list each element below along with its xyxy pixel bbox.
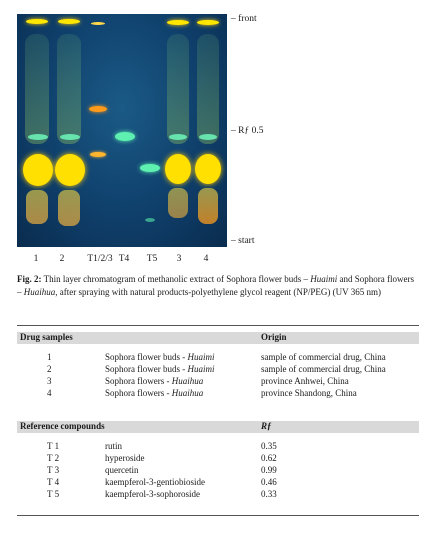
- caption-text-1: Thin layer chromatogram of methanolic ex…: [41, 274, 311, 284]
- ref-table-header-bg: [17, 421, 419, 433]
- drug-row-origin: sample of commercial drug, China: [261, 352, 386, 362]
- ref-row-rf: 0.46: [261, 477, 277, 487]
- ref-row-id: T 4: [47, 477, 60, 487]
- drug-row-num: 3: [47, 376, 52, 386]
- caption-text-3: , after spraying with natural products-p…: [55, 286, 382, 297]
- drug-row-origin: province Shandong, China: [261, 388, 357, 398]
- rf-header: Rƒ: [261, 421, 272, 431]
- tlc-figure: [17, 14, 227, 247]
- lane-label-1: 1: [33, 254, 39, 264]
- drug-samples-header: Drug samples: [20, 332, 73, 342]
- drug-row-num: 1: [47, 352, 52, 362]
- figure-caption: Fig. 2: Thin layer chromatogram of metha…: [17, 273, 417, 298]
- lane-label-t5: T5: [146, 254, 158, 264]
- caption-text-2: and Sophora flowers –: [17, 274, 414, 297]
- caption-fig-label: Fig. 2:: [17, 274, 42, 284]
- ref-row-name: quercetin: [105, 465, 139, 475]
- lane-label-2: 2: [59, 254, 65, 264]
- drug-row-desc: Sophora flower buds - Huaimi: [105, 364, 215, 374]
- caption-italic-2: Huaihua: [23, 286, 56, 297]
- lane-label-t4: T4: [118, 254, 130, 264]
- drug-row-origin: sample of commercial drug, China: [261, 364, 386, 374]
- lane-label-4: 4: [203, 254, 209, 264]
- label-start: – start: [231, 236, 255, 246]
- ref-row-name: hyperoside: [105, 453, 145, 463]
- lane-2: [54, 14, 86, 247]
- ref-row-id: T 2: [47, 453, 60, 463]
- lane-t4: [113, 14, 137, 247]
- table-top-rule: [17, 325, 419, 326]
- lane-label-t123: T1/2/3: [87, 254, 113, 264]
- lane-t5: [137, 14, 163, 247]
- drug-row-origin: province Anhwei, China: [261, 376, 349, 386]
- label-rf: – Rƒ 0.5: [231, 126, 264, 136]
- ref-row-name: kaempferol-3-gentiobioside: [105, 477, 205, 487]
- ref-row-id: T 5: [47, 489, 60, 499]
- lane-t123: [85, 14, 113, 247]
- origin-header: Origin: [261, 332, 287, 342]
- ref-row-rf: 0.62: [261, 453, 277, 463]
- table-bottom-rule: [17, 515, 419, 516]
- reference-compounds-header: Reference compounds: [20, 421, 105, 431]
- caption-italic-1: Huaimi: [310, 274, 338, 284]
- drug-table-header-bg: [17, 332, 419, 344]
- ref-row-id: T 3: [47, 465, 60, 475]
- drug-row-desc: Sophora flower buds - Huaimi: [105, 352, 215, 362]
- tlc-plate-image: [17, 14, 227, 247]
- drug-row-num: 2: [47, 364, 52, 374]
- ref-row-rf: 0.35: [261, 441, 277, 451]
- ref-row-name: rutin: [105, 441, 122, 451]
- ref-row-name: kaempferol-3-sophoroside: [105, 489, 200, 499]
- ref-row-rf: 0.33: [261, 489, 277, 499]
- label-front: – front: [231, 14, 257, 24]
- lane-3: [163, 14, 193, 247]
- drug-row-desc: Sophora flowers - Huaihua: [105, 388, 204, 398]
- ref-row-rf: 0.99: [261, 465, 277, 475]
- lane-label-3: 3: [176, 254, 182, 264]
- lane-4: [193, 14, 223, 247]
- drug-row-num: 4: [47, 388, 52, 398]
- lane-1: [22, 14, 54, 247]
- ref-row-id: T 1: [47, 441, 60, 451]
- drug-row-desc: Sophora flowers - Huaihua: [105, 376, 204, 386]
